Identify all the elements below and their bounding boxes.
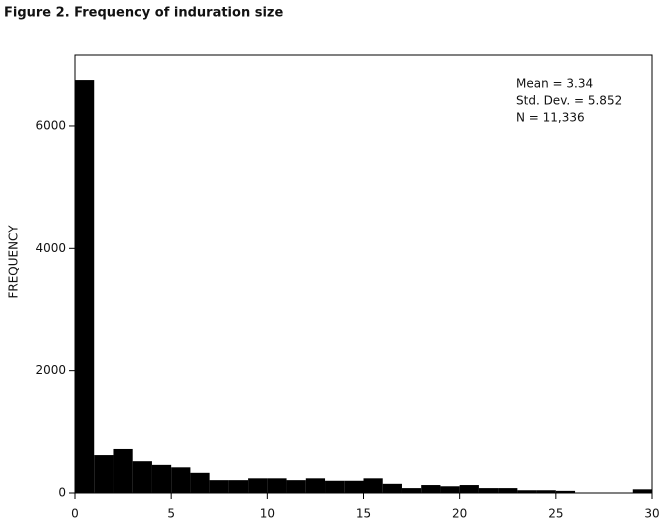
x-tick-label: 0 (71, 507, 79, 521)
bar (401, 488, 422, 493)
bar (190, 472, 210, 493)
y-tick-label: 6000 (35, 118, 66, 132)
bar (555, 490, 576, 493)
bar (75, 80, 95, 494)
bar (171, 467, 191, 493)
bar (151, 464, 172, 493)
bar (363, 478, 383, 493)
bar (305, 478, 326, 493)
x-tick-label: 10 (260, 507, 275, 521)
bar (421, 485, 441, 493)
bar (228, 480, 249, 493)
annotation: Mean = 3.34 (516, 77, 593, 91)
bar (113, 448, 133, 493)
bar (325, 480, 345, 493)
bar (459, 485, 479, 493)
bar (132, 461, 152, 493)
y-axis-label: FREQUENCY (7, 225, 21, 299)
bar (209, 480, 229, 493)
bar (498, 488, 518, 493)
chart-title: Figure 2. Frequency of induration size (4, 6, 283, 21)
y-tick-label: 2000 (35, 363, 66, 377)
x-tick-label: 20 (452, 507, 467, 521)
y-tick-label: 4000 (35, 241, 66, 255)
bar (382, 483, 402, 493)
y-tick-label: 0 (58, 486, 66, 500)
bar (517, 490, 537, 493)
annotation: N = 11,336 (516, 111, 585, 125)
bar (94, 455, 114, 493)
bar (440, 486, 460, 493)
bar (267, 478, 287, 493)
bar (632, 489, 652, 493)
bar (344, 480, 364, 493)
bar (286, 480, 306, 493)
x-tick-label: 30 (644, 507, 659, 521)
annotation: Std. Dev. = 5.852 (516, 94, 622, 108)
x-tick-label: 5 (167, 507, 175, 521)
x-tick-label: 15 (356, 507, 371, 521)
x-tick-label: 25 (548, 507, 563, 521)
bar (536, 490, 556, 493)
bar (248, 478, 268, 493)
bar (478, 488, 499, 493)
